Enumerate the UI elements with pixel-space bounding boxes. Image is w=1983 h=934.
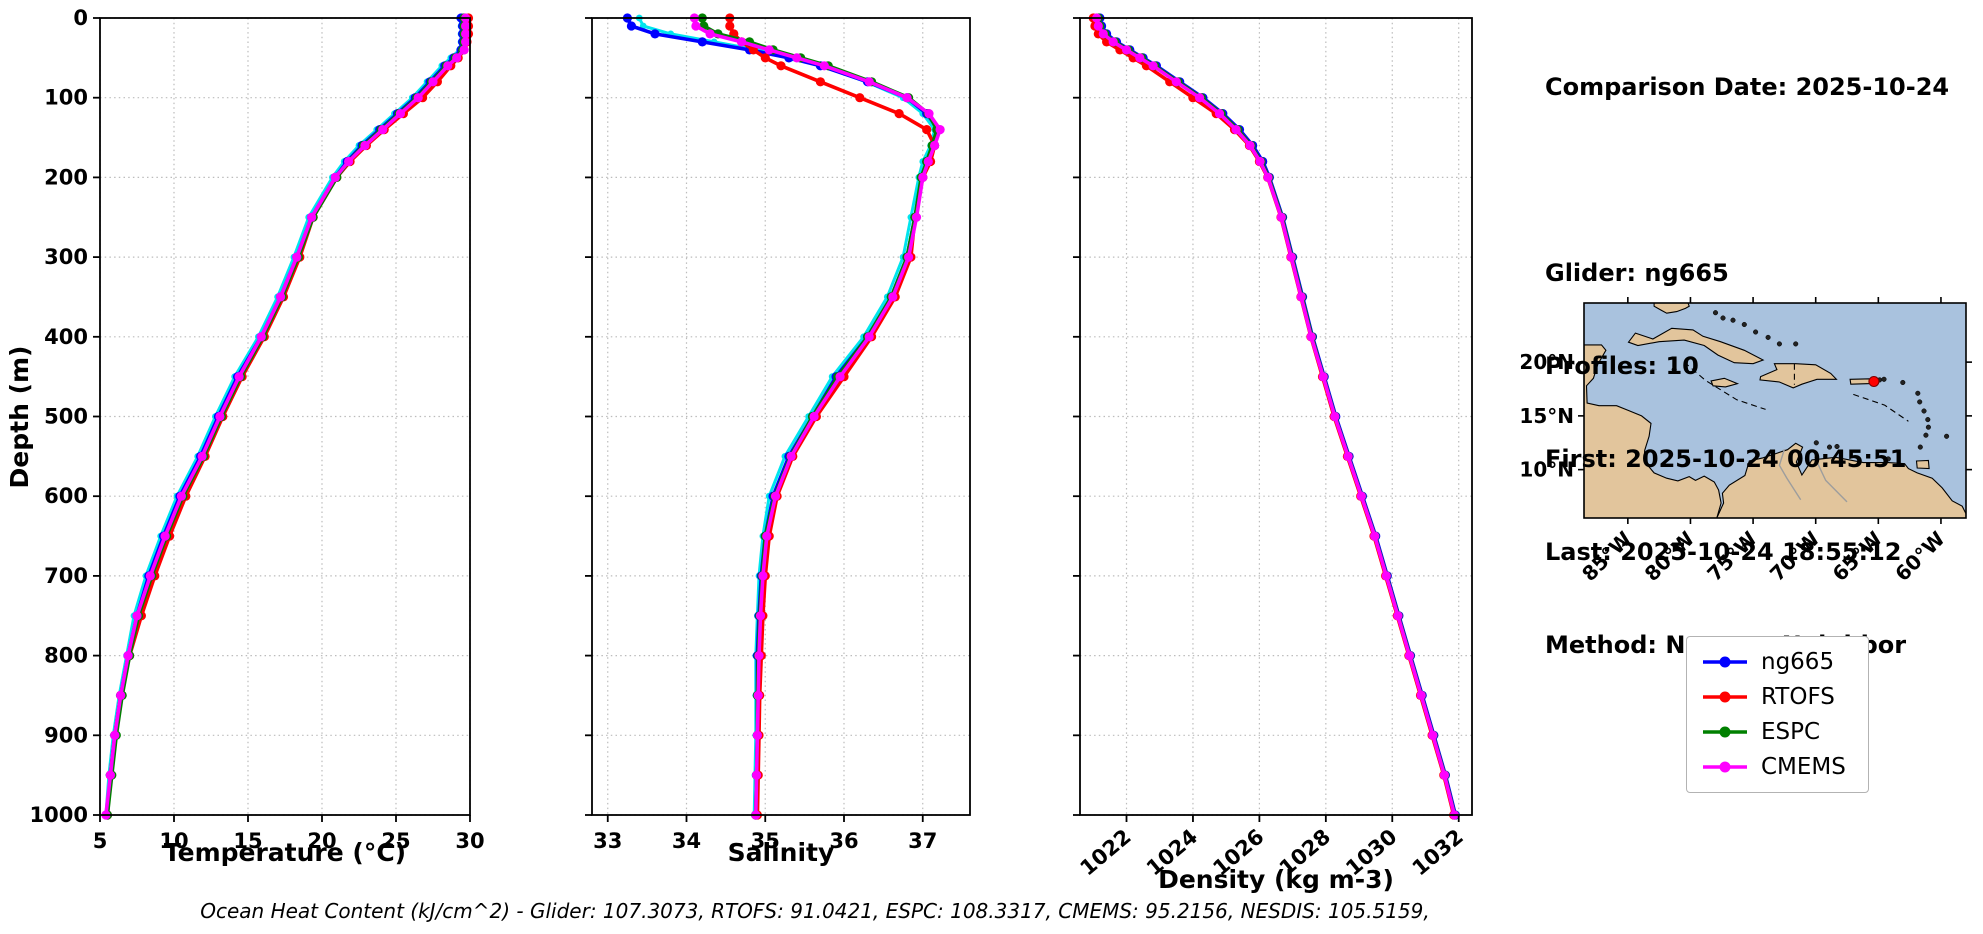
svg-text:25: 25 (381, 829, 410, 853)
legend-item-ng665: ng665 (1701, 649, 1846, 675)
land-florida (1653, 303, 1690, 314)
svg-text:500: 500 (44, 405, 88, 429)
land-hispaniola (1759, 363, 1838, 389)
svg-text:0: 0 (73, 6, 88, 30)
legend-marker-icon (1703, 726, 1747, 738)
gridlines (99, 17, 471, 816)
series-line-ng665 (105, 16, 465, 817)
border-line (1813, 456, 1848, 503)
svg-text:5: 5 (93, 829, 108, 853)
svg-text:10: 10 (159, 829, 188, 853)
legend-item-espc: ESPC (1701, 719, 1846, 745)
svg-text:30: 30 (455, 829, 484, 853)
series-markers-RTOFS (102, 13, 474, 820)
svg-text:36: 36 (829, 829, 858, 853)
series-line-ng665-raw (637, 16, 937, 817)
info-panel: Comparison Date: 2025-10-24 Glider: ng66… (1545, 10, 1949, 723)
y-axis: 0 100 200 300 400 500 600 700 800 900 1000 (30, 6, 100, 827)
first-profile-time: First: 2025-10-24 00:45:51 (1545, 445, 1907, 473)
x-axis-label: Temperature (°C) (164, 838, 406, 867)
plot-border (1079, 17, 1473, 816)
svg-text:10°N: 10°N (1519, 458, 1574, 482)
legend-marker-icon (1703, 691, 1747, 703)
series-markers-CMEMS (1092, 13, 1459, 820)
map-border (1583, 302, 1967, 519)
legend-label: RTOFS (1761, 684, 1835, 710)
svg-text:700: 700 (44, 564, 88, 588)
svg-text:800: 800 (44, 644, 88, 668)
series-line-CMEMS (692, 16, 942, 817)
x-axis-label: Density (kg m-3) (1158, 865, 1394, 894)
map-content (1584, 303, 1966, 518)
svg-text:20: 20 (307, 829, 336, 853)
temperature-chart: 5 10 15 20 25 3001002003004005006007008009001… (30, 6, 485, 867)
last-profile-time: Last: 2025-10-24 18:55:12 (1545, 538, 1902, 566)
svg-text:400: 400 (44, 325, 88, 349)
series-line-ng665 (625, 16, 941, 817)
maritime-boundary (1683, 361, 1766, 410)
legend-item-cmems: CMEMS (1701, 754, 1846, 780)
land-south-america (1716, 442, 1966, 518)
land-cuba (1627, 327, 1765, 365)
svg-text:33: 33 (593, 829, 622, 853)
x-axis-label: Salinity (728, 838, 835, 867)
svg-text:900: 900 (44, 723, 88, 747)
series-markers-ng665 (622, 13, 944, 820)
land-trinidad (1915, 459, 1930, 470)
svg-text:34: 34 (672, 829, 701, 853)
glider-location-marker (1868, 376, 1880, 387)
series-markers-CMEMS (689, 13, 945, 820)
svg-text:300: 300 (44, 245, 88, 269)
series-markers-ng665-raw (635, 14, 938, 819)
svg-text:35: 35 (751, 829, 780, 853)
legend-item-rtofs: RTOFS (1701, 684, 1846, 710)
y-axis (585, 17, 592, 816)
profiles-count: Profiles: 10 (1545, 352, 1699, 380)
y-axis (1073, 17, 1080, 816)
svg-text:1000: 1000 (30, 803, 88, 827)
y-axis-label: Depth (m) (5, 346, 34, 489)
svg-text:100: 100 (44, 86, 88, 110)
svg-text:15: 15 (233, 829, 262, 853)
land-central-america (1584, 344, 1722, 518)
small-islands (1671, 310, 1950, 462)
svg-text:600: 600 (44, 484, 88, 508)
info-spacer (1545, 165, 1949, 196)
svg-text:1032: 1032 (1408, 824, 1468, 880)
x-axis: 33 34 35 36 37 (593, 815, 937, 853)
svg-text:15°N: 15°N (1519, 404, 1574, 428)
svg-text:200: 200 (44, 165, 88, 189)
gridlines (1080, 17, 1472, 816)
legend: ng665 RTOFS ESPC CMEMS (1686, 636, 1869, 793)
land-jamaica (1710, 377, 1740, 388)
salinity-chart: 33 34 35 36 37 Salinity (585, 13, 971, 867)
legend-label: ng665 (1761, 649, 1835, 675)
comparison-date: Comparison Date: 2025-10-24 (1545, 73, 1950, 101)
plot-border (99, 17, 471, 816)
legend-label: CMEMS (1761, 754, 1846, 780)
glider-name: Glider: ng665 (1545, 259, 1729, 287)
ohc-caption: Ocean Heat Content (kJ/cm^2) - Glider: 1… (200, 899, 1430, 923)
border-line (1778, 448, 1802, 501)
maritime-boundary (1853, 393, 1909, 422)
svg-text:37: 37 (908, 829, 937, 853)
legend-marker-icon (1703, 761, 1747, 773)
svg-text:20°N: 20°N (1519, 350, 1574, 374)
svg-text:1022: 1022 (1076, 824, 1136, 880)
legend-marker-icon (1703, 656, 1747, 668)
gridlines (592, 17, 970, 816)
legend-label: ESPC (1761, 719, 1821, 745)
x-axis: 5 10 15 20 25 30 (93, 815, 485, 853)
series-markers-CMEMS (101, 13, 471, 820)
